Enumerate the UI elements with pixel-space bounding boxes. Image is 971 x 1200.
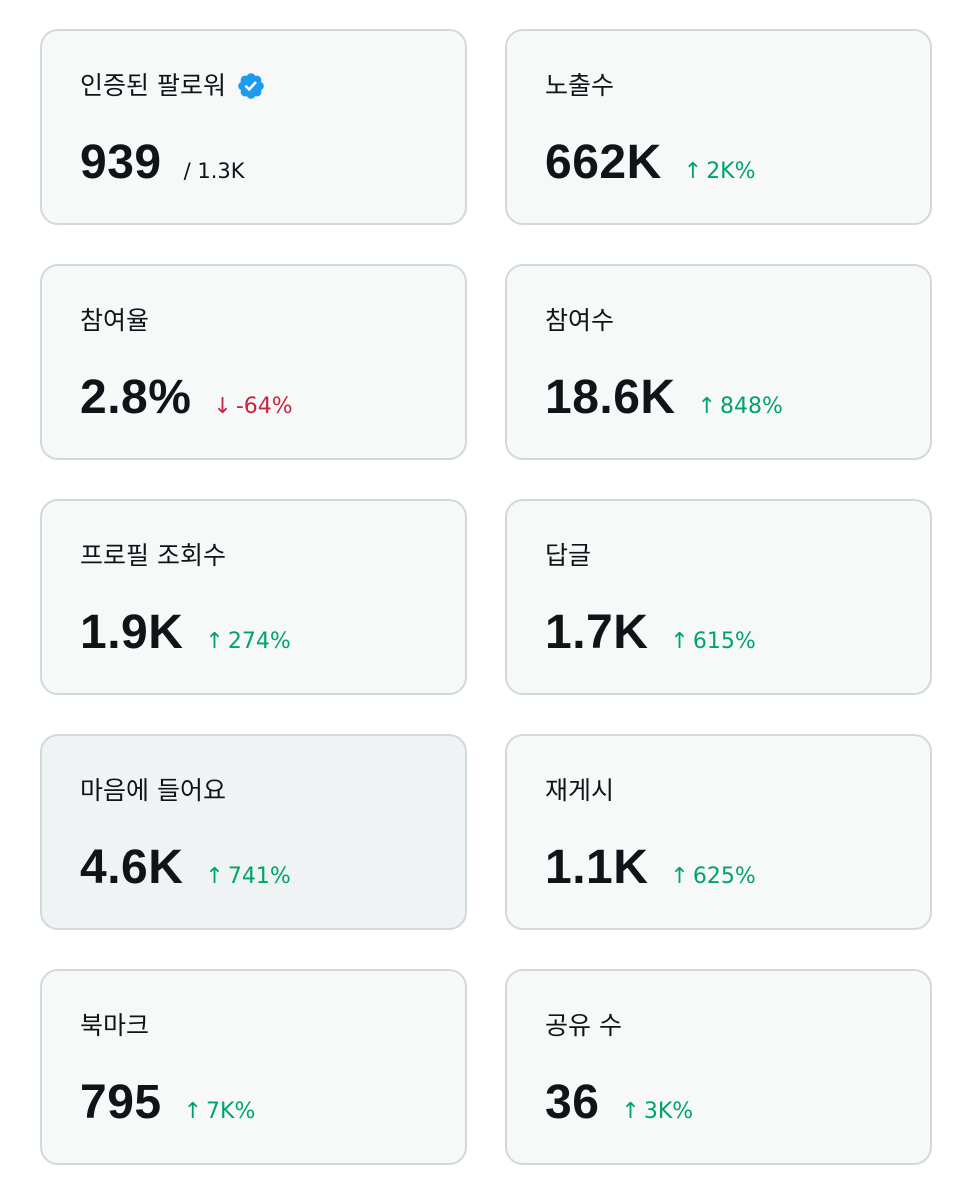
- stat-change: ↑ 625%: [670, 864, 755, 889]
- stat-value-row: 1.9K ↑ 274%: [80, 604, 291, 662]
- stat-card-bookmarks[interactable]: 북마크 795 ↑ 7K%: [40, 969, 467, 1165]
- stat-change: ↓ -64%: [213, 394, 292, 419]
- arrow-up-icon: ↑: [670, 629, 689, 654]
- stat-value: 18.6K: [545, 371, 676, 424]
- stat-value-row: 36 ↑ 3K%: [545, 1074, 693, 1132]
- stat-change: ↑ 2K%: [684, 159, 756, 184]
- stat-value: 4.6K: [80, 841, 184, 894]
- stat-label-row: 인증된 팔로워: [80, 69, 266, 103]
- stat-value-row: 2.8% ↓ -64%: [80, 369, 293, 427]
- stat-value: 2.8%: [80, 371, 192, 424]
- stat-change-value: 615%: [692, 629, 756, 654]
- arrow-up-icon: ↑: [683, 159, 703, 184]
- stat-value: 1.7K: [545, 606, 649, 659]
- stat-label-row: 프로필 조회수: [80, 539, 226, 573]
- stat-value-row: 1.7K ↑ 615%: [545, 604, 756, 662]
- stat-label: 답글: [545, 541, 592, 570]
- stat-change-value: -64%: [235, 394, 293, 419]
- stat-label: 북마크: [80, 1011, 150, 1040]
- stat-value-row: 1.1K ↑ 625%: [545, 839, 756, 897]
- stat-change-value: 741%: [227, 864, 291, 889]
- stat-card-replies[interactable]: 답글 1.7K ↑ 615%: [505, 499, 932, 695]
- stat-change: ↑ 848%: [698, 394, 783, 419]
- stat-change-value: 274%: [227, 629, 291, 654]
- stat-value: 939: [80, 136, 162, 189]
- stat-label: 노출수: [545, 71, 615, 100]
- stat-card-engagements[interactable]: 참여수 18.6K ↑ 848%: [505, 264, 932, 460]
- arrow-up-icon: ↑: [183, 1099, 203, 1124]
- stats-grid: 인증된 팔로워 939 / 1.3K 노출수 662K ↑ 2K%: [40, 29, 932, 1165]
- stat-card-verified-followers[interactable]: 인증된 팔로워 939 / 1.3K: [40, 29, 467, 225]
- stat-change: ↑ 741%: [205, 864, 290, 889]
- arrow-up-icon: ↑: [205, 864, 224, 889]
- stat-label: 프로필 조회수: [80, 541, 226, 570]
- stat-label-row: 재게시: [545, 774, 614, 808]
- stat-label: 공유 수: [545, 1011, 622, 1040]
- stat-label-row: 공유 수: [545, 1009, 622, 1043]
- stat-value: 36: [545, 1076, 600, 1129]
- stat-value: 795: [80, 1076, 162, 1129]
- stat-change-value: 3K%: [643, 1099, 694, 1124]
- stat-change-value: 7K%: [206, 1099, 256, 1124]
- arrow-down-icon: ↓: [213, 394, 232, 419]
- stat-card-reposts[interactable]: 재게시 1.1K ↑ 625%: [505, 734, 932, 930]
- stat-value: 662K: [545, 136, 662, 189]
- stat-card-shares[interactable]: 공유 수 36 ↑ 3K%: [505, 969, 932, 1165]
- stat-card-profile-visits[interactable]: 프로필 조회수 1.9K ↑ 274%: [40, 499, 467, 695]
- stat-label: 참여율: [80, 306, 150, 335]
- stat-change-value: 848%: [720, 394, 783, 419]
- stat-label: 인증된 팔로워: [80, 71, 226, 100]
- stat-value-row: 795 ↑ 7K%: [80, 1074, 255, 1132]
- arrow-up-icon: ↑: [621, 1099, 640, 1124]
- stat-value-row: 18.6K ↑ 848%: [545, 369, 783, 427]
- stat-value-row: 662K ↑ 2K%: [545, 134, 756, 192]
- stat-change: ↑ 7K%: [184, 1099, 256, 1124]
- stat-label: 참여수: [545, 306, 615, 335]
- stat-label-row: 참여수: [545, 304, 614, 338]
- stat-change: ↑ 615%: [670, 629, 755, 654]
- stat-label-row: 마음에 들어요: [80, 774, 226, 808]
- arrow-up-icon: ↑: [697, 394, 717, 419]
- stat-label: 재게시: [545, 776, 615, 805]
- stat-label-row: 참여율: [80, 304, 149, 338]
- stat-card-engagement-rate[interactable]: 참여율 2.8% ↓ -64%: [40, 264, 467, 460]
- stat-value: 1.9K: [80, 606, 184, 659]
- stat-change: ↑ 274%: [205, 629, 290, 654]
- stat-value-row: 939 / 1.3K: [80, 134, 245, 192]
- stat-label-row: 북마크: [80, 1009, 149, 1043]
- arrow-up-icon: ↑: [205, 629, 224, 654]
- verified-badge-icon: [236, 71, 266, 101]
- stat-label-row: 답글: [545, 539, 591, 573]
- stat-change: ↑ 3K%: [621, 1099, 693, 1124]
- stat-label-row: 노출수: [545, 69, 614, 103]
- stat-total: / 1.3K: [183, 159, 245, 183]
- stat-value-row: 4.6K ↑ 741%: [80, 839, 291, 897]
- stat-value: 1.1K: [545, 841, 649, 894]
- stat-card-impressions[interactable]: 노출수 662K ↑ 2K%: [505, 29, 932, 225]
- stat-change-value: 625%: [692, 864, 756, 889]
- stat-label: 마음에 들어요: [80, 776, 226, 805]
- arrow-up-icon: ↑: [670, 864, 689, 889]
- stat-change-value: 2K%: [706, 159, 756, 184]
- stat-card-likes[interactable]: 마음에 들어요 4.6K ↑ 741%: [40, 734, 467, 930]
